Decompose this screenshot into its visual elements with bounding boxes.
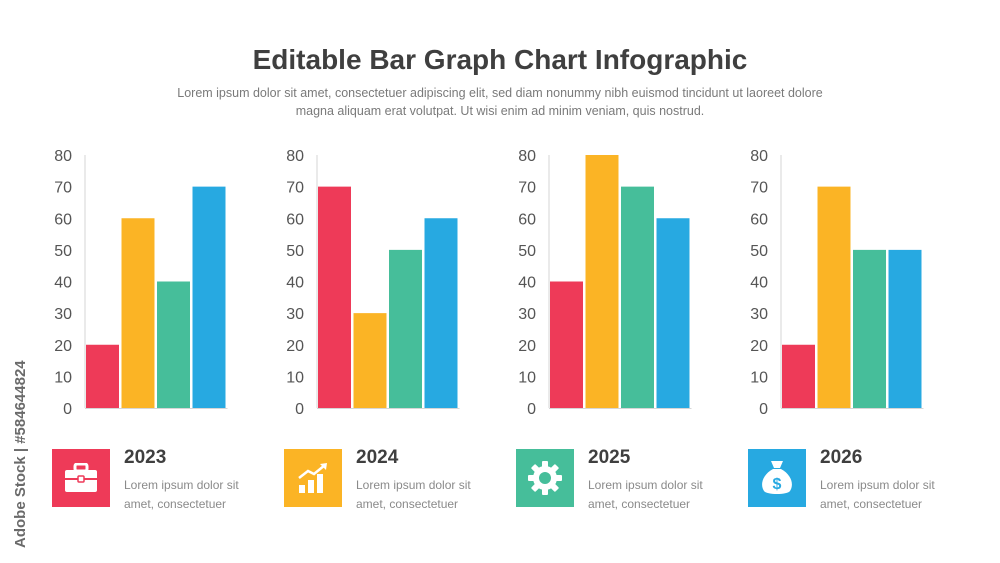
- y-tick-label: 20: [54, 338, 72, 355]
- y-tick-label: 20: [750, 338, 768, 355]
- y-tick-label: 50: [54, 243, 72, 260]
- y-tick-label: 80: [750, 148, 768, 165]
- y-tick-label: 30: [750, 306, 768, 323]
- y-tick-label: 80: [54, 148, 72, 165]
- bar-2025-3: [621, 186, 654, 408]
- y-tick-label: 70: [54, 180, 72, 197]
- legend-icon-2025: [516, 449, 574, 507]
- y-tick-label: 80: [518, 148, 536, 165]
- y-tick-label: 70: [286, 180, 304, 197]
- bar-2024-3: [389, 249, 422, 408]
- bar-2023-3: [157, 281, 190, 408]
- bar-2024-2: [353, 313, 387, 408]
- growth-chart-icon: [298, 463, 327, 493]
- y-tick-label: 50: [286, 243, 304, 260]
- bar-2023-4: [192, 186, 226, 408]
- y-tick-label: 60: [750, 211, 768, 228]
- legend-text-2026: Lorem ipsum dolor sit amet, consectetuer: [820, 478, 935, 511]
- y-tick-label: 40: [54, 275, 72, 292]
- y-tick-label: 50: [750, 243, 768, 260]
- bar-2026-3: [853, 249, 886, 408]
- legend-text-2024: Lorem ipsum dolor sit amet, consectetuer: [356, 478, 471, 511]
- bar-2023-1: [86, 344, 119, 408]
- bar-chart-2024: 0 10 20 30 40 50 60 70 80: [286, 148, 460, 418]
- y-tick-label: 50: [518, 243, 536, 260]
- y-tick-label: 30: [54, 306, 72, 323]
- y-tick-label: 0: [63, 401, 72, 418]
- gear-icon: [528, 461, 562, 495]
- y-tick-label: 80: [286, 148, 304, 165]
- bar-chart-2025: 0 10 20 30 40 50 60 70 80: [518, 148, 692, 418]
- y-tick-label: 70: [518, 180, 536, 197]
- y-tick-label: 30: [518, 306, 536, 323]
- page-subtitle: Lorem ipsum dolor sit amet, consectetuer…: [177, 86, 823, 118]
- y-tick-label: 10: [54, 369, 72, 386]
- bar-chart-2023: 0 10 20 30 40 50 60 70 80: [54, 148, 228, 418]
- y-tick-label: 0: [759, 401, 768, 418]
- y-tick-label: 40: [286, 275, 304, 292]
- legend-icon-2026: $: [748, 449, 806, 507]
- y-tick-label: 30: [286, 306, 304, 323]
- y-tick-label: 10: [518, 369, 536, 386]
- y-tick-label: 60: [286, 211, 304, 228]
- y-tick-label: 60: [518, 211, 536, 228]
- y-tick-label: 70: [750, 180, 768, 197]
- legend-text-2023: Lorem ipsum dolor sit amet, consectetuer: [124, 478, 239, 511]
- bar-2026-1: [782, 344, 815, 408]
- legend-year-2024: 2024: [356, 447, 399, 468]
- bar-2026-2: [817, 186, 851, 408]
- bar-2023-2: [121, 218, 155, 408]
- legend-icon-2024: [284, 449, 342, 507]
- svg-text:$: $: [773, 476, 782, 493]
- bar-chart-2026: 0 10 20 30 40 50 60 70 80: [750, 148, 924, 418]
- y-tick-label: 40: [518, 275, 536, 292]
- bar-2026-4: [888, 249, 922, 408]
- money-bag-icon: $: [762, 461, 792, 494]
- legend-icon-2023: [52, 449, 110, 507]
- legend-year-2026: 2026: [820, 447, 863, 468]
- bar-2025-1: [550, 281, 583, 408]
- y-tick-label: 20: [286, 338, 304, 355]
- y-tick-label: 60: [54, 211, 72, 228]
- legend-year-2023: 2023: [124, 447, 167, 468]
- legend-year-2025: 2025: [588, 447, 631, 468]
- y-tick-label: 10: [750, 369, 768, 386]
- y-tick-label: 40: [750, 275, 768, 292]
- y-tick-label: 10: [286, 369, 304, 386]
- bar-2024-1: [318, 186, 351, 408]
- legend-text-2025: Lorem ipsum dolor sit amet, consectetuer: [588, 478, 703, 511]
- page-title: Editable Bar Graph Chart Infographic: [252, 44, 748, 75]
- y-tick-label: 20: [518, 338, 536, 355]
- briefcase-icon: [65, 463, 97, 492]
- y-tick-label: 0: [527, 401, 536, 418]
- bar-2025-2: [585, 155, 619, 408]
- bar-2025-4: [656, 218, 690, 408]
- side-credit-text: Adobe Stock | #584644824: [12, 360, 29, 548]
- y-tick-label: 0: [295, 401, 304, 418]
- bar-2024-4: [424, 218, 458, 408]
